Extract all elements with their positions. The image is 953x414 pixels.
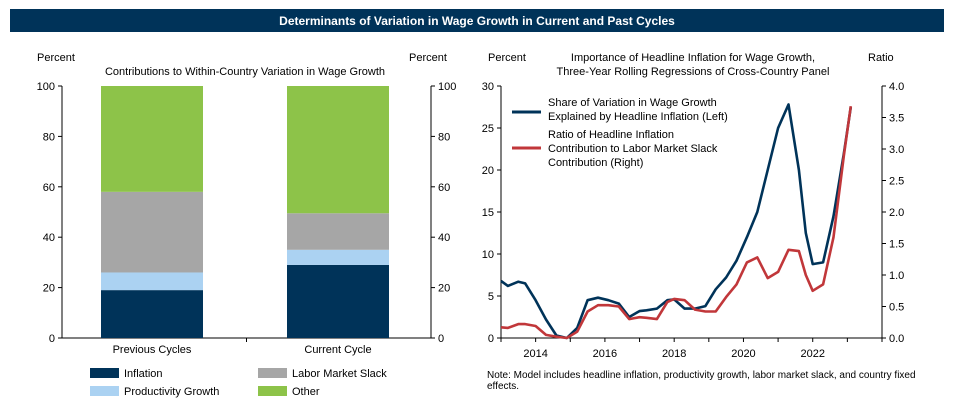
y-tick-label-right: 1.5 bbox=[889, 239, 904, 251]
series-line-ratio bbox=[500, 106, 853, 340]
y-tick-label-left: 80 bbox=[43, 131, 55, 143]
bar-current-cycle-other bbox=[287, 86, 389, 214]
chart-note: Note: Model includes headline inflation,… bbox=[487, 370, 916, 392]
legend-label-ratio-line2: Contribution to Labor Market Slack bbox=[548, 143, 718, 155]
y-tick-label-left: 0 bbox=[49, 333, 55, 345]
y-tick-label-right: 60 bbox=[438, 182, 450, 194]
y-tick-label-right: 80 bbox=[438, 131, 450, 143]
x-tick-label: 2022 bbox=[800, 348, 824, 360]
x-tick-label: 2018 bbox=[662, 348, 686, 360]
line-chart: 0 5 10 15 20 25 30 0.0 0.5 1.0 1.5 2.0 2.5 3.0 3.5 4.0 2… bbox=[482, 81, 905, 360]
y-tick-label-left: 20 bbox=[482, 165, 494, 177]
legend-label-inflation: Inflation bbox=[124, 368, 163, 380]
y-tick-label-right: 0.5 bbox=[889, 302, 904, 314]
right-panel-ylabel-right: Ratio bbox=[868, 52, 894, 64]
y-tick-label-left: 5 bbox=[488, 291, 494, 303]
x-category-label: Current Cycle bbox=[304, 344, 371, 356]
left-panel-ylabel-left: Percent bbox=[37, 52, 75, 64]
legend-swatch-productivity-growth bbox=[90, 386, 119, 396]
y-tick-label-right: 3.5 bbox=[889, 113, 904, 125]
x-category-label: Previous Cycles bbox=[113, 344, 192, 356]
legend-label-other: Other bbox=[292, 386, 320, 398]
stacked-bar-chart: 0 0 20 20 40 40 60 60 80 80 100 100 Previous Cycles C… bbox=[37, 81, 457, 398]
y-tick-label-left: 100 bbox=[37, 81, 55, 93]
right-panel-title-line1: Importance of Headline Inflation for Wag… bbox=[571, 52, 815, 64]
y-tick-label-left: 40 bbox=[43, 232, 55, 244]
legend-label-labor-market-slack: Labor Market Slack bbox=[292, 368, 387, 380]
right-panel-title-line2: Three-Year Rolling Regressions of Cross-… bbox=[557, 66, 830, 78]
left-panel-title: Contributions to Within-Country Variatio… bbox=[105, 66, 385, 78]
y-tick-label-left: 30 bbox=[482, 81, 494, 93]
bar-previous-cycles-labor-market-slack bbox=[101, 191, 203, 273]
legend-label-productivity-growth: Productivity Growth bbox=[124, 386, 219, 398]
legend-swatch-inflation bbox=[90, 368, 119, 378]
y-tick-label-right: 0.0 bbox=[889, 333, 904, 345]
x-tick-label: 2020 bbox=[731, 348, 755, 360]
x-tick-label: 2014 bbox=[523, 348, 547, 360]
y-tick-label-left: 10 bbox=[482, 249, 494, 261]
y-tick-label-right: 1.0 bbox=[889, 270, 904, 282]
page-title: Determinants of Variation in Wage Growth… bbox=[279, 13, 675, 28]
bar-current-cycle-productivity-growth bbox=[287, 249, 389, 265]
y-tick-label-left: 15 bbox=[482, 207, 494, 219]
chart-title-bar: Determinants of Variation in Wage Growth… bbox=[10, 9, 944, 32]
bar-previous-cycles-other bbox=[101, 86, 203, 192]
legend-label-share-line2: Explained by Headline Inflation (Left) bbox=[548, 111, 728, 123]
left-panel-ylabel-right: Percent bbox=[409, 52, 447, 64]
y-tick-label-right: 100 bbox=[438, 81, 456, 93]
right-panel-ylabel-left: Percent bbox=[488, 52, 526, 64]
bar-previous-cycles-productivity-growth bbox=[101, 272, 203, 291]
legend-label-ratio-line3: Contribution (Right) bbox=[548, 157, 643, 169]
y-tick-label-left: 0 bbox=[488, 333, 494, 345]
y-tick-label-right: 2.0 bbox=[889, 207, 904, 219]
y-tick-label-right: 3.0 bbox=[889, 144, 904, 156]
y-tick-label-right: 2.5 bbox=[889, 176, 904, 188]
x-tick-label: 2016 bbox=[593, 348, 617, 360]
bar-current-cycle-inflation bbox=[287, 264, 389, 338]
y-tick-label-left: 20 bbox=[43, 283, 55, 295]
legend-label-ratio-line1: Ratio of Headline Inflation bbox=[548, 129, 674, 141]
y-tick-label-right: 20 bbox=[438, 283, 450, 295]
bar-current-cycle-labor-market-slack bbox=[287, 213, 389, 250]
legend-swatch-other bbox=[258, 386, 287, 396]
bar-previous-cycles-inflation bbox=[101, 290, 203, 338]
y-tick-label-right: 40 bbox=[438, 232, 450, 244]
legend-swatch-labor-market-slack bbox=[258, 368, 287, 378]
y-tick-label-left: 60 bbox=[43, 182, 55, 194]
y-tick-label-right: 4.0 bbox=[889, 81, 904, 93]
line-chart-legend: Share of Variation in Wage Growth Explai… bbox=[512, 97, 728, 169]
legend-label-share-line1: Share of Variation in Wage Growth bbox=[548, 97, 717, 109]
y-tick-label-left: 25 bbox=[482, 123, 494, 135]
y-tick-label-right: 0 bbox=[438, 333, 444, 345]
